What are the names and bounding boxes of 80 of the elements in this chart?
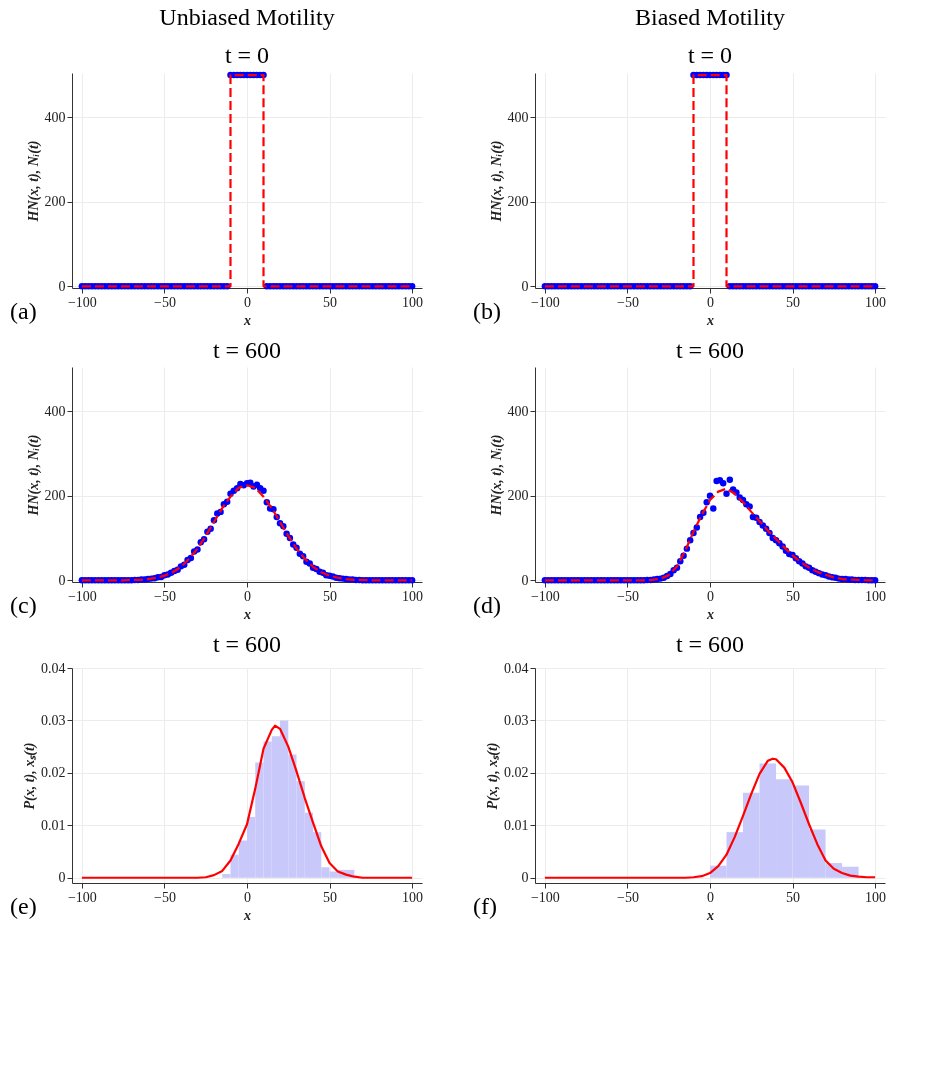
x-axis-title: x <box>243 312 251 328</box>
chart-title: t = 600 <box>212 337 282 363</box>
y-axis-title: P(x, t), xₛ(t) <box>22 742 38 810</box>
x-tick-label: 50 <box>786 588 801 604</box>
x-axis-title: x <box>706 312 714 328</box>
y-axis-title: P(x, t), xₛ(t) <box>485 742 501 810</box>
y-tick-label: 200 <box>44 488 66 504</box>
chart-title: t = 600 <box>212 631 282 657</box>
chart-subtitle: t = 0 <box>224 41 270 68</box>
y-tick-label: 200 <box>44 194 66 210</box>
x-tick-label: 100 <box>865 294 887 310</box>
x-axis-title: x <box>243 606 251 622</box>
x-tick-label: −100 <box>67 294 97 310</box>
x-tick-label: 0 <box>244 588 251 604</box>
x-tick-label: 100 <box>865 889 887 905</box>
y-tick-label: 400 <box>44 109 66 125</box>
x-tick-label: 50 <box>786 889 801 905</box>
x-axis-title: x <box>706 907 714 923</box>
y-tick-label: 0 <box>58 572 66 588</box>
x-tick-label: 50 <box>786 294 801 310</box>
chart-subtitle: t = 0 <box>687 41 733 68</box>
line-series <box>80 724 414 879</box>
text: (c) <box>10 592 37 618</box>
y-tick-label: 0 <box>521 870 529 886</box>
chart-title: t = 600 <box>675 337 745 363</box>
x-tick-label: 100 <box>402 889 424 905</box>
x-tick-label: 50 <box>323 588 338 604</box>
y-tick-label: 400 <box>507 403 529 419</box>
text: (f) <box>473 893 497 919</box>
y-tick-label: 0.01 <box>504 817 529 833</box>
x-tick-label: 0 <box>707 294 714 310</box>
text: (e) <box>10 893 37 919</box>
x-tick-label: −100 <box>67 588 97 604</box>
x-tick-label: −50 <box>154 294 176 310</box>
y-tick-label: 0 <box>58 278 66 294</box>
x-tick-label: −50 <box>617 294 639 310</box>
y-tick-label: 400 <box>507 109 529 125</box>
x-tick-label: −100 <box>530 294 560 310</box>
y-axis-title: HN(x, t), Nᵢ(t) <box>488 140 505 223</box>
y-axis-title: HN(x, t), Nᵢ(t) <box>25 434 42 517</box>
x-axis-title: x <box>706 606 714 622</box>
x-tick-label: −50 <box>617 889 639 905</box>
text: (b) <box>473 298 501 324</box>
x-tick-label: 100 <box>402 294 424 310</box>
text: (d) <box>473 592 501 618</box>
x-tick-label: −100 <box>67 889 97 905</box>
y-axis-title: HN(x, t), Nᵢ(t) <box>488 434 505 517</box>
x-tick-label: −50 <box>154 889 176 905</box>
y-tick-label: 0.03 <box>504 712 529 728</box>
y-tick-label: 0.04 <box>41 660 66 676</box>
y-axis-title: HN(x, t), Nᵢ(t) <box>25 140 42 223</box>
y-tick-label: 200 <box>507 488 529 504</box>
x-tick-label: 0 <box>244 889 251 905</box>
y-tick-label: 0.03 <box>41 712 66 728</box>
x-tick-label: 50 <box>323 889 338 905</box>
x-tick-label: 0 <box>707 588 714 604</box>
x-tick-label: 100 <box>865 588 887 604</box>
chart-title: Biased Motility <box>635 3 785 30</box>
y-tick-label: 0.02 <box>41 765 66 781</box>
y-tick-label: 0 <box>58 870 66 886</box>
chart-title: Unbiased Motility <box>159 3 335 30</box>
chart-title: t = 600 <box>675 631 745 657</box>
y-tick-label: 200 <box>507 194 529 210</box>
x-tick-label: −50 <box>617 588 639 604</box>
x-tick-label: −50 <box>154 588 176 604</box>
x-tick-label: −100 <box>530 889 560 905</box>
y-tick-label: 0 <box>521 572 529 588</box>
x-tick-label: 50 <box>323 294 338 310</box>
x-tick-label: 0 <box>707 889 714 905</box>
x-tick-label: −100 <box>530 588 560 604</box>
line-series <box>543 757 877 879</box>
text: (a) <box>10 298 37 324</box>
y-tick-label: 0.01 <box>41 817 66 833</box>
y-tick-label: 0.04 <box>504 660 529 676</box>
x-tick-label: 100 <box>402 588 424 604</box>
y-tick-label: 0.02 <box>504 765 529 781</box>
x-axis-title: x <box>243 907 251 923</box>
y-tick-label: 0 <box>521 278 529 294</box>
y-tick-label: 400 <box>44 403 66 419</box>
x-tick-label: 0 <box>244 294 251 310</box>
